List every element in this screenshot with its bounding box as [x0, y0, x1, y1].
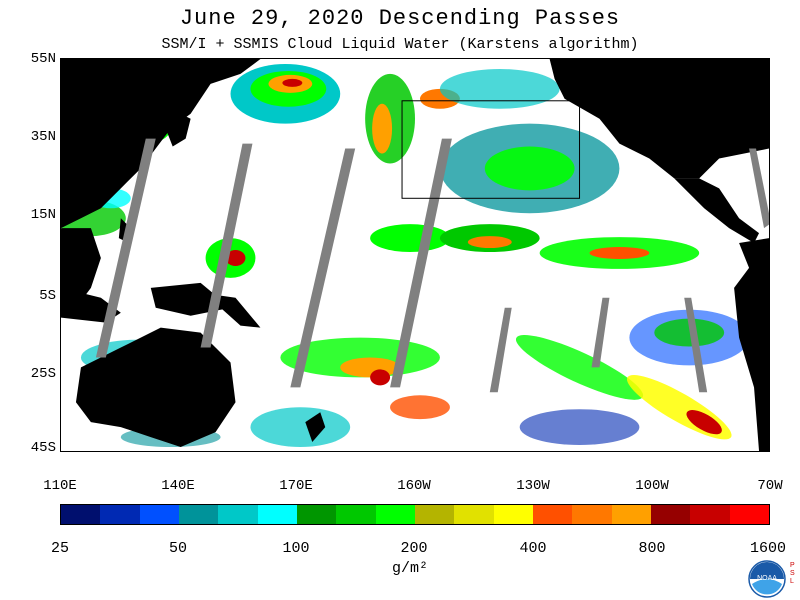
colorbar-swatch-14 — [611, 505, 651, 524]
lon-label-160w: 160W — [397, 478, 431, 494]
lat-label-25s: 25S — [30, 366, 56, 382]
colorbar-units: g/m² — [391, 560, 428, 577]
colorbar-swatch-4 — [218, 505, 258, 524]
lon-label-170e: 170E — [279, 478, 313, 494]
land-layer — [61, 59, 769, 451]
lon-label-140e: 140E — [161, 478, 195, 494]
colorbar-swatch-11 — [493, 505, 533, 524]
lon-label-110e: 110E — [43, 478, 77, 494]
colorbar-label-50: 50 — [168, 540, 187, 557]
colorbar-swatch-2 — [139, 505, 179, 524]
colorbar-label-100: 100 — [282, 540, 310, 557]
cloud-liquid-water-map — [60, 58, 770, 452]
colorbar-swatch-9 — [414, 505, 455, 524]
colorbar-swatch-12 — [532, 505, 573, 524]
colorbar-label-400: 400 — [519, 540, 547, 557]
lat-label-35n: 35N — [30, 129, 56, 145]
lat-label-45s: 45S — [30, 440, 56, 456]
colorbar — [60, 504, 770, 525]
colorbar-swatch-8 — [375, 505, 415, 524]
lat-label-5s: 5S — [39, 288, 56, 304]
colorbar-swatch-13 — [572, 505, 612, 524]
lon-label-130w: 130W — [516, 478, 550, 494]
colorbar-swatch-3 — [178, 505, 219, 524]
colorbar-swatch-15 — [650, 505, 691, 524]
lat-label-15n: 15N — [30, 207, 56, 223]
colorbar-swatch-7 — [336, 505, 376, 524]
swath-gap-layer — [95, 138, 769, 393]
region-inset-box — [401, 100, 581, 199]
lon-label-70w: 70W — [757, 478, 783, 494]
colorbar-label-800: 800 — [638, 540, 666, 557]
colorbar-swatch-17 — [729, 505, 769, 524]
colorbar-swatch-16 — [690, 505, 730, 524]
lat-label-55n: 55N — [30, 51, 56, 67]
colorbar-swatch-6 — [296, 505, 337, 524]
noaa-logo-icon: NOAA — [748, 560, 786, 598]
noaa-logo-text: NOAA — [757, 575, 777, 582]
colorbar-swatch-1 — [100, 505, 140, 524]
colorbar-swatch-0 — [61, 505, 101, 524]
colorbar-swatch-5 — [257, 505, 297, 524]
colorbar-label-200: 200 — [400, 540, 428, 557]
lon-label-100w: 100W — [635, 478, 669, 494]
colorbar-label-25: 25 — [50, 540, 69, 557]
colorbar-label-1600: 1600 — [749, 540, 786, 557]
map-subtitle: SSM/I + SSMIS Cloud Liquid Water (Karste… — [161, 36, 639, 53]
colorbar-swatch-10 — [454, 505, 494, 524]
map-title: June 29, 2020 Descending Passes — [179, 6, 621, 31]
